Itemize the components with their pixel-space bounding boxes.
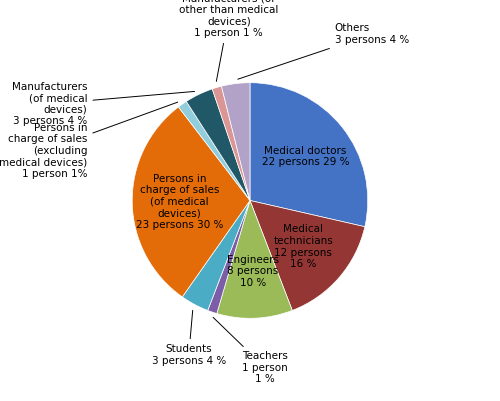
Text: Persons in
charge of sales
(of medical
devices)
23 persons 30 %: Persons in charge of sales (of medical d…	[136, 174, 223, 230]
Wedge shape	[178, 101, 250, 200]
Wedge shape	[250, 83, 368, 227]
Text: Students
3 persons 4 %: Students 3 persons 4 %	[152, 310, 226, 366]
Text: Medical
technicians
12 persons
16 %: Medical technicians 12 persons 16 %	[274, 225, 334, 269]
Wedge shape	[132, 107, 250, 297]
Wedge shape	[250, 200, 365, 310]
Wedge shape	[182, 200, 250, 310]
Text: Manufacturers
(of medical
devices)
3 persons 4 %: Manufacturers (of medical devices) 3 per…	[12, 81, 194, 126]
Text: Persons in
charge of sales
(excluding
medical devices)
1 person 1%: Persons in charge of sales (excluding me…	[0, 102, 178, 179]
Wedge shape	[217, 200, 292, 318]
Text: Teachers
1 person
1 %: Teachers 1 person 1 %	[213, 317, 288, 385]
Text: Medical doctors
22 persons 29 %: Medical doctors 22 persons 29 %	[262, 146, 349, 167]
Wedge shape	[208, 200, 250, 314]
Wedge shape	[212, 86, 250, 200]
Text: Others
3 persons 4 %: Others 3 persons 4 %	[238, 23, 409, 79]
Wedge shape	[222, 83, 250, 200]
Text: Engineers
8 persons
10 %: Engineers 8 persons 10 %	[227, 255, 279, 288]
Wedge shape	[186, 89, 250, 200]
Text: Manufacturers (of
other than medical
devices)
1 person 1 %: Manufacturers (of other than medical dev…	[179, 0, 278, 81]
